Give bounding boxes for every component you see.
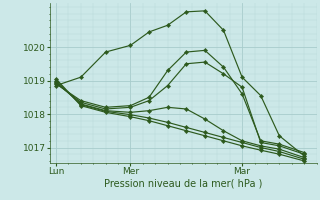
X-axis label: Pression niveau de la mer( hPa ): Pression niveau de la mer( hPa )	[104, 179, 262, 189]
